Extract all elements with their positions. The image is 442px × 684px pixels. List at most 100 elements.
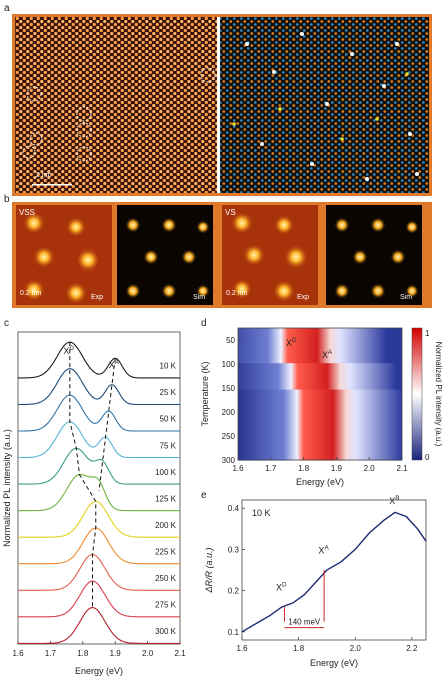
panel-label-b: b: [4, 194, 10, 205]
x-tick-label: 2.2: [406, 644, 418, 653]
plot-frame: [241, 499, 427, 641]
colorbar: [411, 327, 423, 461]
heatmap-row: [238, 442, 402, 448]
series-label: 75 K: [160, 441, 177, 450]
series-label: 200 K: [155, 521, 177, 530]
heatmap-row: [238, 433, 402, 439]
y-tick-label: 250: [222, 432, 236, 441]
y-tick-label: 50: [226, 336, 235, 345]
reflectance-curve: [241, 511, 427, 633]
pl-curve: [18, 527, 180, 565]
xb-annotation: XB: [389, 495, 399, 506]
heatmap-row: [238, 389, 402, 395]
heatmap-row: [238, 411, 402, 417]
xa-trace: [98, 358, 116, 492]
xd-annotation: XD: [63, 345, 74, 356]
xd-annotation: XD: [276, 582, 287, 593]
heatmap-row: [238, 402, 402, 408]
series-label: 25 K: [160, 388, 177, 397]
temperature-label: 10 K: [252, 508, 271, 518]
xd-annotation: XD: [286, 337, 297, 348]
x-tick-label: 1.9: [110, 649, 122, 658]
series-label: 10 K: [160, 362, 177, 371]
xd-trace: [69, 342, 97, 608]
heatmap-row: [222, 358, 386, 364]
heatmap-row: [222, 345, 386, 351]
heatmap-row: [238, 416, 402, 421]
series-label: 125 K: [155, 494, 177, 503]
panel-label-c: c: [4, 318, 9, 329]
heatmap-row: [238, 407, 402, 413]
x-axis-label: Energy (eV): [75, 666, 123, 676]
panel-a-scalebar: 2 nm: [36, 172, 52, 179]
splitting-label: 140 meV: [288, 618, 321, 627]
x-axis-label: Energy (eV): [310, 658, 358, 668]
y-tick-label: 0.1: [228, 628, 240, 637]
heatmap-row: [232, 385, 396, 391]
pl-curve: [18, 500, 180, 538]
xa-annotation: XA: [322, 349, 333, 360]
y-axis-label: ΔR/R (a.u.): [204, 547, 214, 593]
y-tick-label: 0.3: [228, 545, 240, 554]
x-tick-label: 2.1: [174, 649, 186, 658]
heatmap-row: [238, 455, 402, 461]
pl-curve: [18, 553, 180, 591]
x-tick-label: 1.8: [293, 644, 305, 653]
pl-curve: [18, 607, 180, 644]
heatmap-row: [222, 341, 386, 347]
x-tick-label: 2.0: [350, 644, 362, 653]
heatmap-row: [238, 429, 402, 435]
heatmap-row: [222, 336, 386, 342]
heatmap-row: [238, 420, 402, 426]
heatmap-row: [222, 350, 386, 355]
tile-vs-sim: [326, 205, 422, 305]
series-label: 250 K: [155, 574, 177, 583]
heatmap-row: [232, 363, 396, 369]
tile-tag-4: Sim: [400, 294, 413, 301]
pl-curve: [18, 447, 180, 485]
stm-image-model: [220, 17, 429, 193]
x-tick-label: 1.9: [331, 464, 343, 473]
tile-tag-1: Exp: [91, 294, 104, 301]
pl-curve: [18, 341, 180, 379]
y-axis-label: Normalized PL intensity (a.u.): [2, 429, 12, 547]
pl-curve: [17, 421, 180, 459]
pl-heatmap-chart: 1.6 1.7 1.8 1.9 2.0 2.1 50 100 150 200 250 300 Energ…: [200, 326, 442, 487]
heatmap-row: [222, 354, 386, 360]
tile-vs-exp: [222, 205, 318, 305]
colorbar-max: 1: [425, 329, 430, 338]
tile-corner-vss: VSS: [19, 208, 36, 217]
heatmap-row: [238, 398, 402, 404]
tile-vss-sim: [117, 205, 213, 305]
y-tick-label: 150: [222, 384, 236, 393]
x-tick-label: 1.8: [77, 649, 89, 658]
xa-annotation: XA: [318, 545, 329, 556]
heatmap-row: [232, 372, 396, 377]
series-label: 225 K: [155, 547, 177, 556]
y-axis-label: Temperature (K): [200, 361, 210, 426]
plot-frame: [17, 331, 181, 645]
y-tick-label: 0.4: [228, 504, 240, 513]
y-tick-label: 200: [222, 408, 236, 417]
heatmap-row: [232, 376, 396, 382]
pl-curve: [18, 473, 180, 512]
reflectance-chart: 1.6 1.8 2.0 2.2 0.1 0.2 0.3 0.4 Energy (eV) ΔR/R …: [204, 495, 427, 668]
series-label: 275 K: [155, 601, 177, 610]
x-axis-label: Energy (eV): [296, 477, 344, 487]
heatmap-mask: [208, 326, 238, 462]
x-tick-label: 1.6: [236, 644, 248, 653]
heatmap-row: [238, 424, 402, 430]
tile-tag-3: Exp: [297, 294, 310, 301]
pl-spectra-chart: 1.6 1.7 1.8 1.9 2.0 2.1 Energy (eV) Normalized …: [2, 331, 186, 676]
x-tick-label: 1.8: [298, 464, 310, 473]
series-label: 50 K: [160, 415, 177, 424]
heatmap-row: [232, 367, 396, 373]
colorbar-min: 0: [425, 453, 430, 462]
panel-label-a: a: [4, 3, 10, 14]
heatmap-row: [238, 451, 402, 457]
panel-a-images: [12, 14, 432, 196]
x-tick-label: 2.1: [396, 464, 408, 473]
heatmap-row: [238, 446, 402, 452]
panel-label-e: e: [201, 490, 207, 501]
stm-image-exp: [15, 17, 217, 193]
